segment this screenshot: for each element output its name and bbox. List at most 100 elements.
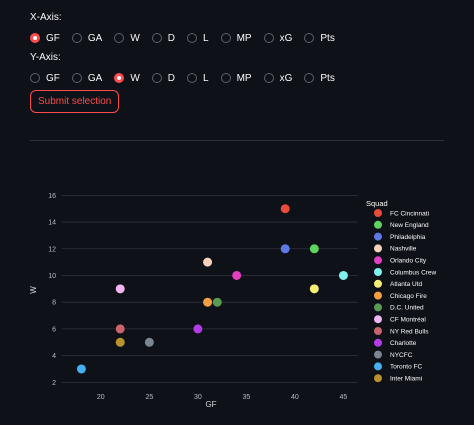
radio-label: GF <box>46 32 60 44</box>
radio-circle-icon <box>304 73 315 83</box>
x-axis-radio-l[interactable]: L <box>187 33 209 44</box>
data-point[interactable] <box>338 270 348 280</box>
x-tick-label: 25 <box>145 394 153 401</box>
legend-item-label: FC Cincinnati <box>390 210 429 217</box>
y-axis-radio-xg[interactable]: xG <box>263 72 293 84</box>
y-tick-label: 12 <box>48 246 56 253</box>
data-point[interactable] <box>280 244 290 254</box>
radio-circle-icon <box>187 73 198 83</box>
y-tick-label: 8 <box>52 300 56 307</box>
radio-circle-icon <box>220 73 231 83</box>
x-tick-label: 20 <box>97 394 105 401</box>
legend-marker <box>374 209 382 217</box>
radio-label: xG <box>279 72 293 84</box>
radio-label: L <box>203 32 209 44</box>
data-point[interactable] <box>115 284 125 294</box>
radio-circle-icon <box>114 33 125 43</box>
legend-marker <box>374 291 382 300</box>
radio-label: GF <box>46 72 60 84</box>
data-point[interactable] <box>203 297 213 307</box>
y-axis-radio-d[interactable]: D <box>151 72 176 84</box>
y-axis-radio-group: GF GA W D L MP xG Pts <box>30 70 347 86</box>
y-tick-label: 10 <box>48 273 56 280</box>
radio-label: GA <box>87 72 103 84</box>
legend: FC Cincinnati New England Philadelphia Nash… <box>374 209 437 383</box>
y-axis-radio-pts[interactable]: Pts <box>304 72 335 84</box>
radio-label: D <box>167 32 176 44</box>
radio-label: GA <box>87 32 103 44</box>
x-tick-label: 30 <box>194 394 202 401</box>
legend-item-label: Nashville <box>390 246 417 253</box>
y-axis-selector: Y-Axis: GF GA W D L MP xG Pts <box>30 52 347 86</box>
data-point[interactable] <box>232 270 242 280</box>
legend-marker <box>374 232 382 241</box>
legend-marker <box>374 350 382 359</box>
legend-marker <box>374 315 382 324</box>
radio-label: Pts <box>320 32 335 44</box>
x-axis-radio-xg[interactable]: xG <box>263 33 292 44</box>
radio-label: W <box>130 32 140 44</box>
radio-label: Pts <box>320 72 335 84</box>
y-tick-label: 2 <box>52 380 56 387</box>
x-axis-selector: X-Axis: GF GA W D L MP xG Pts <box>30 12 347 46</box>
radio-circle-icon <box>304 33 315 43</box>
data-point[interactable] <box>115 324 125 334</box>
y-axis-radio-w[interactable]: W <box>114 72 140 84</box>
radio-circle-icon <box>151 73 162 83</box>
legend-item-label: Orlando City <box>390 258 427 265</box>
data-point[interactable] <box>203 257 213 267</box>
data-point[interactable] <box>115 337 125 347</box>
divider <box>30 140 444 141</box>
y-axis-radio-ga[interactable]: GA <box>71 72 103 84</box>
data-point[interactable] <box>309 284 319 294</box>
x-axis-radio-gf[interactable]: GF <box>30 33 60 44</box>
y-axis-radio-l[interactable]: L <box>187 73 209 84</box>
submit-selection-button[interactable]: Submit selection <box>30 90 120 113</box>
radio-circle-icon <box>220 33 231 43</box>
legend-item-label: Philadelphia <box>390 234 426 241</box>
legend-title: Squad <box>366 199 388 208</box>
x-tick-label: 35 <box>242 394 250 401</box>
x-axis-radio-d[interactable]: D <box>151 32 176 44</box>
y-tick-label: 16 <box>48 193 56 200</box>
x-tick-label: 45 <box>340 394 348 401</box>
legend-marker <box>374 362 382 371</box>
x-axis-radio-w[interactable]: W <box>114 32 140 44</box>
x-axis-label: X-Axis: <box>30 12 62 23</box>
y-tick-label: 6 <box>52 326 56 333</box>
y-axis-radio-gf[interactable]: GF <box>30 73 60 84</box>
radio-circle-icon <box>30 33 40 43</box>
legend-marker <box>374 220 382 229</box>
x-axis-radio-mp[interactable]: MP <box>220 33 252 44</box>
radio-circle-icon <box>187 33 198 43</box>
legend-item-label: Columbus Crew <box>390 269 437 276</box>
radio-circle-icon <box>71 33 82 43</box>
legend-item-label: Toronto FC <box>390 364 422 371</box>
legend-item-label: Inter Miami <box>390 376 422 383</box>
radio-label: W <box>130 72 140 84</box>
legend-item-label: Charlotte <box>390 340 417 347</box>
data-point[interactable] <box>280 204 290 214</box>
radio-circle-icon <box>30 73 40 83</box>
radio-label: D <box>167 72 176 84</box>
radio-circle-icon <box>151 33 162 43</box>
y-axis-title: W <box>29 286 38 294</box>
x-axis-radio-ga[interactable]: GA <box>71 32 103 44</box>
legend-marker <box>374 279 382 288</box>
y-axis-label: Y-Axis: <box>30 52 61 63</box>
data-point[interactable] <box>144 337 154 347</box>
data-point[interactable] <box>212 297 222 307</box>
x-axis-radio-pts[interactable]: Pts <box>304 32 335 44</box>
x-tick-label: 40 <box>291 394 299 401</box>
scatter-chart: W GF Squad 2 4 6 8 10 12 14 16 20 25 30 35 40 45 FC C… <box>29 193 437 409</box>
radio-label: L <box>203 72 209 84</box>
data-point[interactable] <box>309 244 319 254</box>
legend-marker <box>374 374 382 383</box>
radio-circle-icon <box>114 73 125 83</box>
legend-item-label: Chicago Fire <box>390 293 427 300</box>
data-point[interactable] <box>76 364 86 374</box>
legend-marker <box>374 338 382 347</box>
data-point[interactable] <box>193 324 203 334</box>
y-axis-radio-mp[interactable]: MP <box>220 72 252 84</box>
radio-label: MP <box>236 72 252 84</box>
